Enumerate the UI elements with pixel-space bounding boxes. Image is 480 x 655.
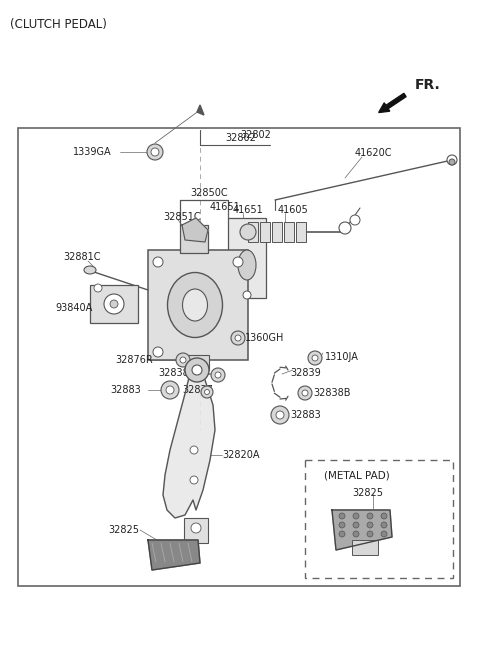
- Bar: [180, 225, 208, 253]
- Text: 32883: 32883: [110, 385, 141, 395]
- Text: 32838B: 32838B: [158, 368, 195, 378]
- Circle shape: [381, 522, 387, 528]
- Bar: [305, 460, 453, 578]
- Text: 32838B: 32838B: [313, 388, 350, 398]
- Text: FR.: FR.: [415, 78, 441, 92]
- Circle shape: [190, 476, 198, 484]
- Circle shape: [276, 411, 284, 419]
- Circle shape: [367, 513, 373, 519]
- Bar: [272, 222, 282, 242]
- Bar: [260, 222, 270, 242]
- Circle shape: [381, 531, 387, 537]
- Circle shape: [190, 446, 198, 454]
- Bar: [284, 222, 294, 242]
- Circle shape: [353, 522, 359, 528]
- Circle shape: [353, 531, 359, 537]
- Bar: [148, 250, 248, 360]
- Bar: [352, 540, 378, 555]
- Circle shape: [215, 372, 221, 378]
- Bar: [90, 285, 138, 323]
- Circle shape: [339, 531, 345, 537]
- Circle shape: [110, 300, 118, 308]
- Bar: [296, 222, 306, 242]
- Bar: [18, 128, 460, 586]
- Text: 1360GH: 1360GH: [245, 333, 284, 343]
- Text: 32837: 32837: [182, 385, 213, 395]
- Ellipse shape: [238, 250, 256, 280]
- Polygon shape: [182, 218, 208, 242]
- Circle shape: [243, 226, 251, 234]
- Text: 32883: 32883: [290, 410, 321, 420]
- Text: 41605: 41605: [278, 205, 309, 215]
- Circle shape: [447, 155, 457, 165]
- Text: 32876R: 32876R: [115, 355, 153, 365]
- Text: 32850C: 32850C: [190, 188, 228, 198]
- Circle shape: [204, 390, 209, 394]
- Ellipse shape: [182, 289, 207, 321]
- Circle shape: [367, 531, 373, 537]
- Circle shape: [367, 522, 373, 528]
- Polygon shape: [197, 105, 204, 115]
- Bar: [228, 218, 266, 298]
- Circle shape: [233, 257, 243, 267]
- Text: 41620C: 41620C: [355, 148, 393, 158]
- Circle shape: [176, 353, 190, 367]
- Circle shape: [192, 365, 202, 375]
- Circle shape: [191, 523, 201, 533]
- Circle shape: [381, 513, 387, 519]
- Circle shape: [350, 215, 360, 225]
- Text: (CLUTCH PEDAL): (CLUTCH PEDAL): [10, 18, 107, 31]
- Text: 32839: 32839: [290, 368, 321, 378]
- Circle shape: [353, 513, 359, 519]
- Bar: [185, 355, 209, 370]
- Circle shape: [201, 386, 213, 398]
- Circle shape: [302, 390, 308, 396]
- Circle shape: [243, 291, 251, 299]
- Polygon shape: [332, 510, 392, 550]
- Text: 1339GA: 1339GA: [73, 147, 112, 157]
- Circle shape: [298, 386, 312, 400]
- Circle shape: [180, 357, 186, 363]
- Circle shape: [94, 284, 102, 292]
- Bar: [184, 518, 208, 543]
- Circle shape: [147, 144, 163, 160]
- Circle shape: [312, 355, 318, 361]
- Ellipse shape: [84, 266, 96, 274]
- Text: 32825: 32825: [108, 525, 139, 535]
- Circle shape: [240, 224, 256, 240]
- Circle shape: [235, 335, 241, 341]
- Circle shape: [308, 351, 322, 365]
- Circle shape: [231, 331, 245, 345]
- Circle shape: [166, 386, 174, 394]
- Circle shape: [271, 406, 289, 424]
- Text: 32802: 32802: [225, 133, 256, 143]
- Circle shape: [211, 368, 225, 382]
- Polygon shape: [148, 540, 200, 570]
- FancyArrow shape: [379, 93, 406, 113]
- Text: 41651: 41651: [210, 202, 241, 212]
- Text: 32881C: 32881C: [63, 252, 100, 262]
- Circle shape: [151, 148, 159, 156]
- Text: 32802: 32802: [240, 130, 271, 140]
- Circle shape: [339, 513, 345, 519]
- Circle shape: [339, 522, 345, 528]
- Circle shape: [339, 222, 351, 234]
- Text: 1310JA: 1310JA: [325, 352, 359, 362]
- Polygon shape: [163, 365, 215, 518]
- Ellipse shape: [168, 272, 223, 337]
- Circle shape: [153, 347, 163, 357]
- Bar: [248, 222, 258, 242]
- Circle shape: [161, 381, 179, 399]
- Text: 32851C: 32851C: [163, 212, 201, 222]
- Text: 41651: 41651: [233, 205, 264, 215]
- Text: 32820A: 32820A: [222, 450, 260, 460]
- Circle shape: [153, 257, 163, 267]
- Circle shape: [185, 358, 209, 382]
- Circle shape: [104, 294, 124, 314]
- Circle shape: [449, 159, 455, 165]
- Text: 32825: 32825: [352, 488, 383, 498]
- Text: (METAL PAD): (METAL PAD): [324, 471, 390, 481]
- Text: 93840A: 93840A: [55, 303, 92, 313]
